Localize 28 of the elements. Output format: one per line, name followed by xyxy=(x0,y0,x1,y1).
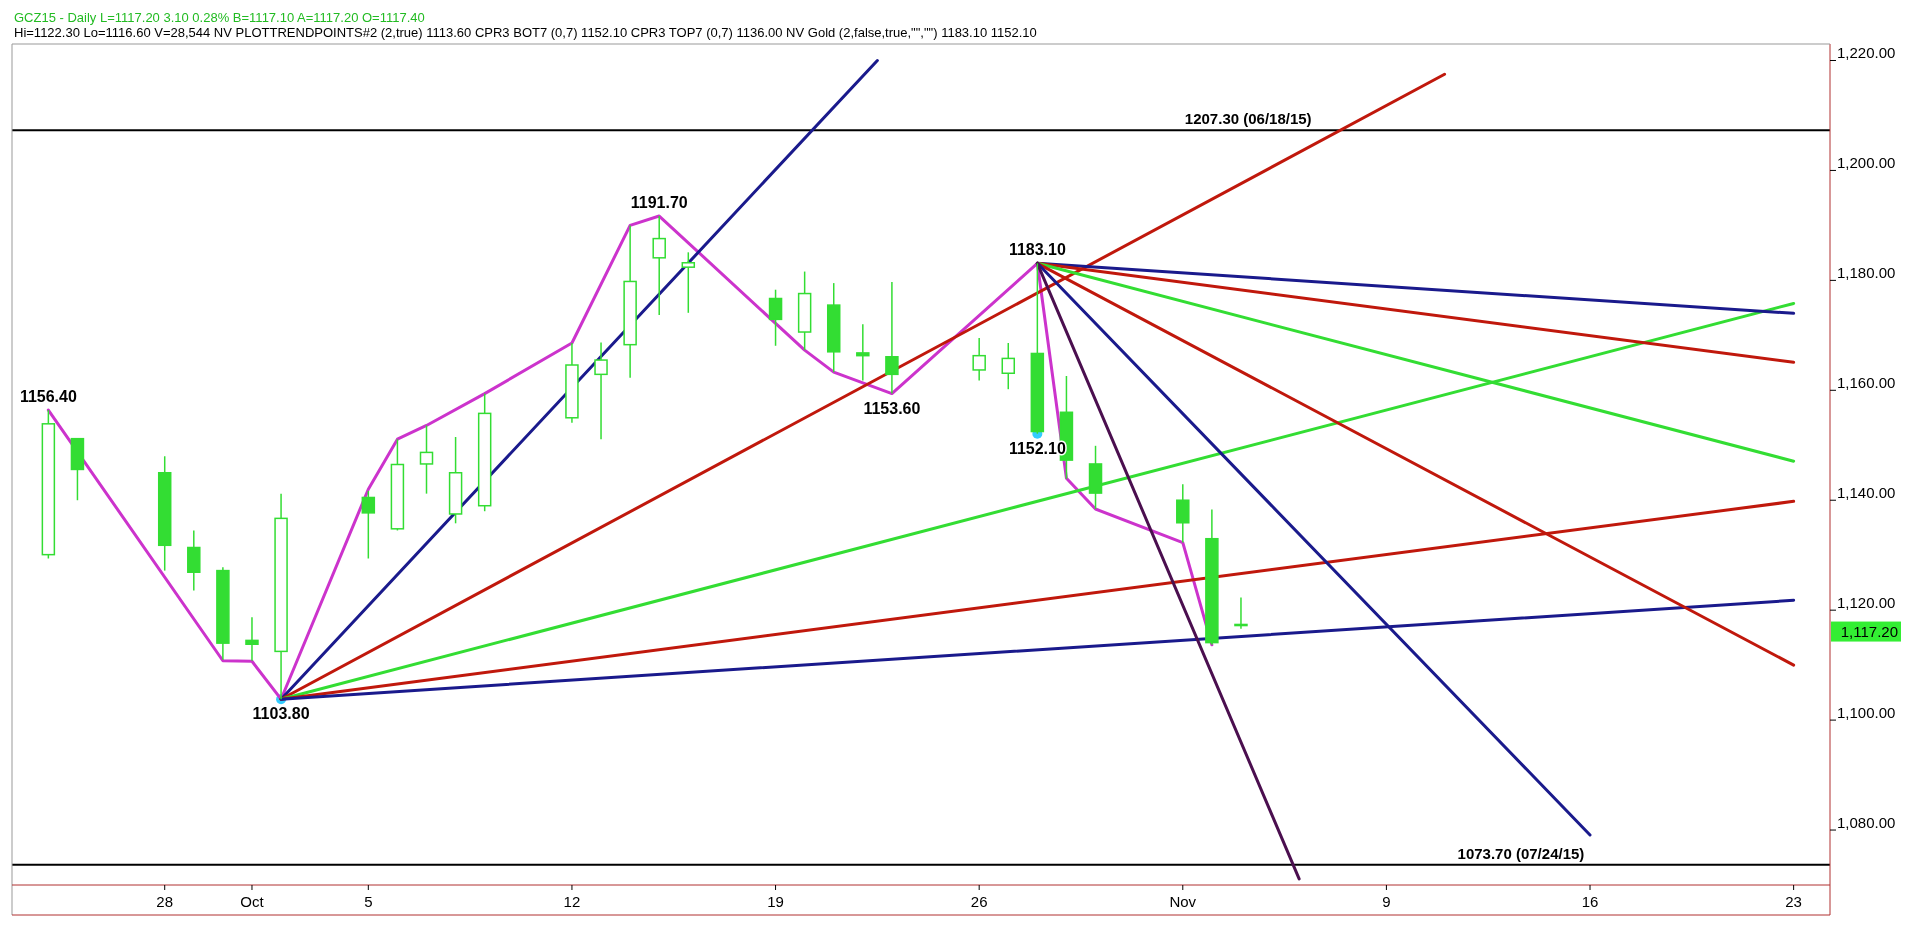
annotation: 1103.80 xyxy=(252,705,310,723)
chart-subtitle: Hi=1122.30 Lo=1116.60 V=28,544 NV PLOTTRENDPOINTS#2 (2,true) 1113.60 CPR3 BOT7 (0,7) 1152.10 CPR3 TOP7 (0,7) 1136.00 NV Gold (2,false,true,"","") 1183.10 1152.10 xyxy=(14,25,1037,40)
x-tick-label: Nov xyxy=(1169,893,1197,910)
y-tick-label: 1,200.00 xyxy=(1837,154,1896,172)
x-tick-label: 9 xyxy=(1382,893,1391,910)
x-tick-label: 19 xyxy=(767,893,784,910)
x-tick-label: 5 xyxy=(364,893,373,910)
x-tick-label: 26 xyxy=(970,893,988,910)
y-tick-label: 1,140.00 xyxy=(1837,484,1896,502)
chart-title: GCZ15 - Daily L=1117.20 3.10 0.28% B=1117.10 A=1117.20 O=1117.40 xyxy=(14,10,425,25)
x-tick-label: 12 xyxy=(563,893,581,910)
y-tick-label: 1,100.00 xyxy=(1837,704,1896,722)
x-tick-label: 28 xyxy=(156,893,174,910)
y-tick-label: 1,220.00 xyxy=(1837,44,1896,62)
annotation: 1156.40 xyxy=(19,388,77,406)
annotation: 1183.10 xyxy=(1008,241,1066,259)
annotation: 1153.60 xyxy=(863,399,921,417)
y-tick-label: 1,180.00 xyxy=(1837,264,1896,282)
x-tick-label: Oct xyxy=(240,893,265,910)
ref-line-label: 1207.30 (06/18/15) xyxy=(1184,110,1312,128)
annotation: 1191.70 xyxy=(630,194,688,212)
ref-line-label: 1073.70 (07/24/15) xyxy=(1457,844,1585,862)
y-tick-label: 1,120.00 xyxy=(1837,594,1896,612)
y-tick-label: 1,160.00 xyxy=(1837,374,1896,392)
y-tick-label: 1,080.00 xyxy=(1837,814,1896,832)
x-tick-label: 16 xyxy=(1581,893,1599,910)
text: 1,117.20 xyxy=(1840,622,1898,640)
x-tick-label: 23 xyxy=(1785,893,1802,910)
